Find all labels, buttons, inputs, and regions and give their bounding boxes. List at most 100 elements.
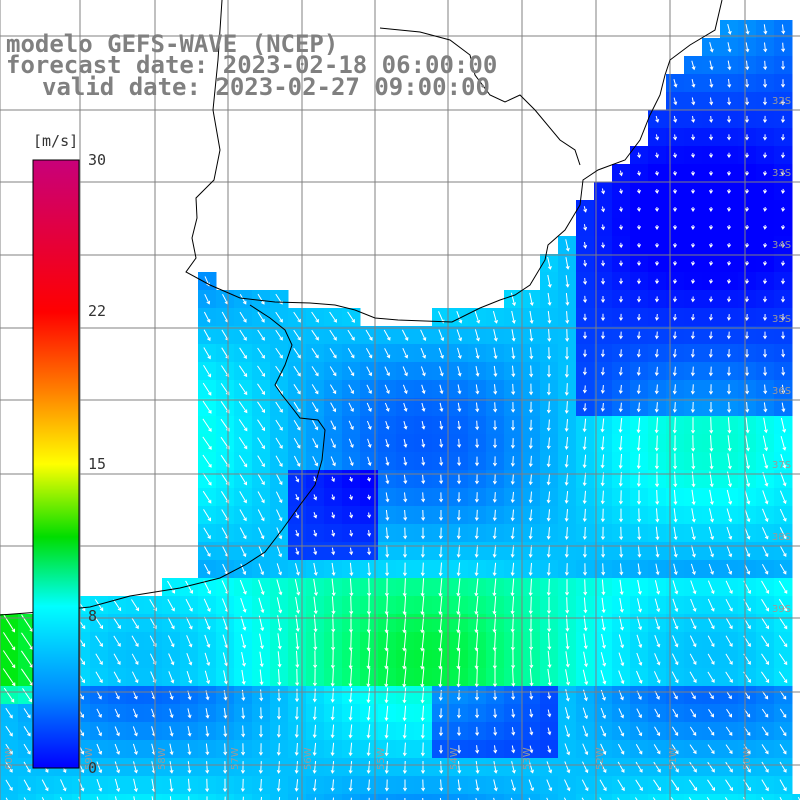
wind-arrow — [276, 743, 281, 756]
wind-arrow — [673, 453, 678, 470]
wind-arrow — [240, 778, 245, 793]
wind-arrow — [60, 796, 63, 800]
wind-arrow — [277, 689, 282, 702]
wind-arrow — [529, 727, 534, 736]
colorbar-tick-30: 30 — [88, 151, 107, 169]
wind-arrow — [761, 545, 769, 558]
wind-arrow — [601, 545, 606, 558]
wind-arrow — [690, 278, 695, 285]
wind-arrow — [421, 474, 426, 485]
wind-arrow — [474, 562, 479, 577]
wind-arrow — [510, 473, 515, 485]
wind-arrow — [439, 474, 444, 485]
wind-arrow — [600, 652, 607, 667]
wind-arrow — [366, 667, 371, 688]
wind-arrow — [691, 545, 696, 558]
wind-arrow — [600, 296, 606, 303]
wind-arrow — [403, 492, 408, 503]
wind-arrow — [349, 596, 354, 615]
wind-arrow — [258, 527, 265, 540]
wind-arrow — [439, 384, 444, 395]
wind-arrow — [474, 310, 481, 324]
wind-arrow — [203, 311, 211, 323]
wind-arrow — [332, 797, 334, 800]
wind-arrow — [438, 347, 444, 359]
wind-arrow — [654, 243, 660, 248]
wind-arrow — [205, 725, 210, 738]
wind-arrow — [619, 598, 624, 613]
wind-arrow — [114, 726, 120, 737]
wind-arrow — [475, 779, 480, 792]
wind-arrow — [690, 366, 695, 377]
wind-arrow — [726, 384, 732, 395]
wind-arrow — [528, 509, 533, 522]
wind-arrow — [96, 708, 102, 718]
wind-arrow — [403, 527, 408, 540]
lat-label: 32S — [772, 96, 791, 107]
wind-arrow — [202, 382, 212, 396]
wind-arrow — [349, 562, 354, 577]
wind-arrow — [745, 242, 750, 248]
lagoon-outline — [379, 27, 581, 166]
wind-arrow — [744, 313, 750, 321]
field-cell — [468, 794, 487, 800]
wind-arrow — [672, 296, 677, 303]
wind-arrow — [761, 726, 769, 736]
wind-arrow — [240, 761, 246, 774]
wind-arrow — [311, 329, 319, 341]
wind-arrow — [600, 402, 605, 412]
wind-arrow — [780, 296, 786, 303]
wind-arrow — [725, 635, 733, 648]
wind-arrow — [760, 671, 770, 683]
wind-arrow — [564, 401, 569, 414]
wind-arrow — [726, 708, 732, 718]
wind-arrow — [690, 617, 697, 630]
wind-arrow — [619, 616, 624, 631]
wind-arrow — [366, 779, 371, 792]
wind-arrow — [618, 349, 623, 358]
wind-arrow — [673, 97, 678, 106]
wind-arrow — [762, 278, 767, 285]
wind-arrow — [564, 725, 571, 738]
wind-arrow — [780, 115, 785, 124]
wind-arrow — [276, 597, 283, 614]
wind-arrow — [295, 476, 300, 483]
wind-arrow — [275, 437, 283, 449]
wind-arrow — [456, 595, 461, 616]
wind-arrow — [492, 527, 497, 540]
wind-arrow — [202, 418, 212, 432]
wind-arrow — [330, 724, 335, 739]
wind-arrow — [708, 152, 714, 159]
wind-arrow — [493, 761, 498, 774]
wind-arrow — [293, 384, 301, 395]
wind-arrow — [690, 189, 696, 194]
wind-arrow — [385, 545, 390, 558]
wind-arrow — [547, 311, 552, 324]
wind-arrow — [528, 419, 533, 432]
wind-arrow — [761, 563, 769, 575]
wind-arrow — [689, 761, 697, 773]
wind-arrow — [636, 260, 642, 267]
wind-arrow — [672, 349, 677, 358]
wind-arrow — [294, 688, 300, 703]
wind-arrow — [529, 745, 534, 754]
wind-arrow — [727, 60, 732, 71]
wind-arrow — [223, 670, 228, 685]
wind-arrow — [438, 492, 444, 503]
wind-arrow — [654, 580, 661, 595]
wind-arrow — [636, 278, 642, 285]
wind-arrow — [457, 745, 462, 754]
wind-arrow — [762, 435, 769, 452]
wind-arrow — [367, 512, 372, 519]
wind-arrow — [635, 743, 643, 755]
wind-arrow — [384, 724, 389, 739]
wind-arrow — [205, 708, 210, 719]
wind-arrow — [600, 454, 605, 469]
wind-arrow — [762, 170, 767, 177]
wind-arrow — [258, 597, 265, 614]
wind-arrow — [421, 384, 426, 395]
wind-arrow — [780, 435, 787, 451]
wind-arrow — [385, 420, 390, 430]
wind-arrow — [239, 329, 247, 341]
